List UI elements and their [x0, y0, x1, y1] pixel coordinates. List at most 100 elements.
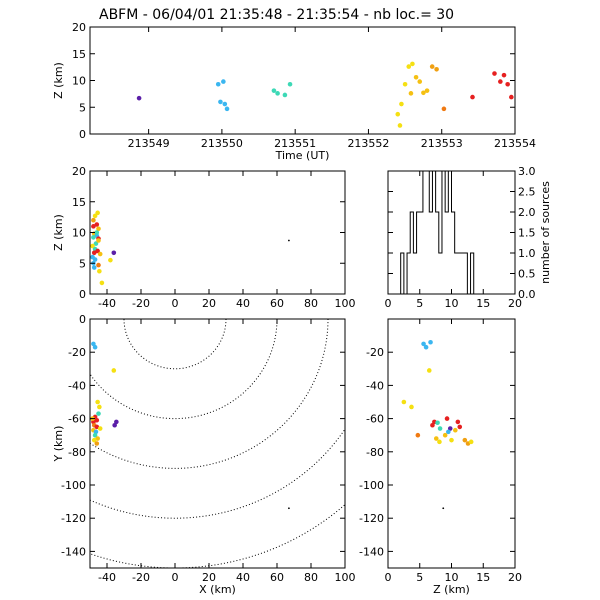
x-height-point-22 — [99, 280, 105, 286]
x-height-point-24 — [108, 257, 113, 263]
time-height-point-22 — [434, 66, 439, 72]
plan-view-point-18 — [97, 426, 103, 431]
height-histogram-ytick-label: 0.0 — [518, 288, 536, 301]
plan-view-point-5 — [96, 411, 101, 416]
height-y-point-7 — [430, 422, 435, 428]
x-height-point-11 — [90, 243, 95, 249]
time-height-point-27 — [498, 79, 503, 84]
time-height-xlabel: Time (UT) — [275, 149, 330, 162]
time-height-point-5 — [224, 106, 230, 112]
plan-view-ytick-label: -40 — [68, 379, 86, 392]
time-height-point-25 — [492, 71, 497, 76]
height-y-point-14 — [455, 419, 461, 425]
plan-view-point-3 — [95, 399, 100, 405]
plan-view-point-14 — [95, 436, 100, 441]
plan-view-xtick-label: 60 — [270, 571, 284, 584]
x-height-point-1 — [95, 210, 100, 216]
x-height-point-10 — [93, 241, 99, 246]
x-height-point-0 — [92, 213, 98, 219]
height-y-point-0 — [421, 341, 426, 347]
time-height-point-19 — [421, 90, 426, 96]
plan-view-point-7 — [94, 417, 100, 423]
x-height-ytick-label: 20 — [72, 165, 86, 178]
x-height-point-27 — [288, 239, 290, 242]
height-histogram-xtick-label: 20 — [508, 297, 522, 310]
time-height-point-21 — [429, 64, 435, 69]
plan-view-xlabel: X (km) — [199, 583, 236, 596]
time-height-point-11 — [395, 111, 401, 117]
height-y-point-13 — [453, 427, 458, 433]
time-height-point-18 — [417, 79, 423, 84]
x-height-point-19 — [96, 262, 101, 268]
x-height-point-26 — [94, 230, 100, 235]
height-y-point-20 — [449, 437, 454, 443]
plan-view-point-10 — [94, 424, 100, 430]
height-y-point-23 — [468, 439, 474, 445]
time-height-frame — [89, 26, 516, 135]
height-y-point-1 — [423, 344, 429, 350]
height-y-point-17 — [433, 436, 439, 441]
time-height-point-9 — [287, 81, 293, 87]
height-histogram-ytick-label: 2.0 — [518, 206, 536, 219]
height-y-point-4 — [401, 399, 407, 405]
time-height-ytick-label: 15 — [72, 48, 86, 61]
height-y-ytick-label: -120 — [359, 512, 384, 525]
x-height-point-8 — [91, 235, 96, 240]
height-y-ytick-label: -140 — [359, 545, 384, 558]
x-height-xtick-label: 100 — [335, 297, 356, 310]
time-height-ylabel: Z (km) — [52, 62, 65, 99]
figure-title: ABFM - 06/04/01 21:35:48 - 21:35:54 - nb… — [99, 7, 454, 23]
plan-view-xtick-label: 80 — [304, 571, 318, 584]
plan-view-point-1 — [92, 344, 98, 350]
plan-view-ytick-label: -140 — [61, 545, 86, 558]
height-y-xtick-label: 20 — [508, 571, 522, 584]
x-height-point-21 — [97, 268, 102, 274]
time-height-xtick-label: 213552 — [347, 137, 389, 150]
height-y-point-19 — [442, 432, 448, 438]
height-y-point-18 — [437, 439, 442, 445]
height-y-point-8 — [435, 420, 440, 426]
x-height-point-25 — [96, 238, 101, 243]
height-y-ytick-label: -80 — [366, 446, 384, 459]
height-y-point-24 — [442, 507, 445, 510]
time-height-point-29 — [509, 94, 514, 100]
height-y-point-12 — [446, 429, 451, 435]
time-height-point-1 — [215, 81, 221, 87]
plan-view-point-2 — [111, 368, 117, 373]
plan-view-point-21 — [288, 507, 290, 510]
height-y-point-5 — [409, 404, 414, 410]
height-histogram-xtick-label: 5 — [416, 297, 423, 310]
time-height-point-4 — [222, 101, 228, 107]
x-height-ytick-label: 0 — [79, 288, 86, 301]
height-histogram-xtick-label: 15 — [476, 297, 490, 310]
time-height-point-20 — [424, 88, 430, 93]
height-y-ytick-label: -40 — [366, 379, 384, 392]
time-height-panel: 213549 213550 213551 213552 213553 213554 0 5 10… — [52, 21, 536, 162]
plan-view-xtick-label: 40 — [236, 571, 250, 584]
histogram-steps — [388, 170, 515, 295]
plan-view-point-4 — [97, 404, 102, 410]
height-y-point-3 — [426, 368, 432, 373]
height-y-panel: 0 5 10 15 20 -140 -120 -100 -80 -60 -40 -20 Z (km) — [359, 318, 522, 596]
plan-view-point-16 — [94, 441, 100, 446]
x-height-frame — [89, 170, 346, 295]
plan-view-panel: -40 -20 0 20 40 60 80 100 -140 -120 -100 -80 -60 -40 -… — [52, 313, 356, 596]
height-y-point-15 — [457, 424, 463, 430]
plan-view-xtick-label: 0 — [172, 571, 179, 584]
time-height-point-23 — [441, 106, 447, 112]
time-height-point-26 — [501, 72, 507, 78]
time-height-ytick-label: 20 — [72, 21, 86, 34]
plan-view-xtick-label: 20 — [202, 571, 216, 584]
x-height-xtick-label: -40 — [98, 297, 116, 310]
plan-view-ytick-label: 0 — [79, 313, 86, 326]
time-height-point-7 — [275, 91, 280, 96]
x-height-point-15 — [97, 251, 103, 257]
height-y-xlabel: Z (km) — [433, 583, 470, 596]
time-height-point-12 — [399, 101, 404, 107]
height-y-point-9 — [437, 426, 443, 431]
time-height-point-24 — [470, 94, 475, 100]
plan-view-ytick-label: -120 — [61, 512, 86, 525]
time-height-ytick-label: 0 — [79, 128, 86, 141]
plan-view-frame — [89, 318, 346, 569]
